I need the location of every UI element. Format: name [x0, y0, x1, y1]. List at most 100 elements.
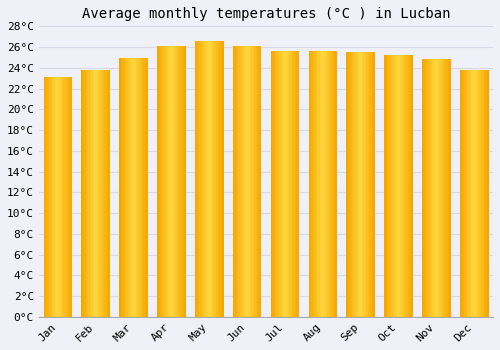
Bar [233, 46, 234, 317]
Bar [82, 70, 83, 317]
Bar [252, 46, 253, 317]
Bar [284, 51, 285, 317]
Bar [196, 41, 198, 317]
Bar [286, 51, 288, 317]
Bar [346, 52, 348, 317]
Bar [298, 51, 299, 317]
Bar [298, 51, 299, 317]
Bar [71, 77, 72, 317]
Bar [240, 46, 242, 317]
Bar [242, 46, 244, 317]
Bar [394, 55, 396, 317]
Bar [334, 51, 336, 317]
Bar [352, 52, 354, 317]
Bar [222, 41, 224, 317]
Bar [247, 46, 248, 317]
Bar [97, 70, 98, 317]
Bar [236, 46, 238, 317]
Bar [260, 46, 261, 317]
Bar [208, 41, 210, 317]
Bar [362, 52, 364, 317]
Bar [435, 60, 436, 317]
Bar [102, 70, 103, 317]
Bar [195, 41, 196, 317]
Bar [355, 52, 356, 317]
Bar [404, 55, 406, 317]
Bar [390, 55, 392, 317]
Bar [237, 46, 238, 317]
Bar [467, 70, 468, 317]
Bar [408, 55, 410, 317]
Bar [282, 51, 284, 317]
Bar [126, 58, 128, 317]
Bar [70, 77, 72, 317]
Bar [366, 52, 368, 317]
Bar [276, 51, 278, 317]
Bar [205, 41, 206, 317]
Bar [218, 41, 220, 317]
Bar [295, 51, 296, 317]
Bar [146, 58, 148, 317]
Bar [336, 51, 337, 317]
Bar [216, 41, 218, 317]
Bar [372, 52, 374, 317]
Bar [219, 41, 220, 317]
Bar [290, 51, 292, 317]
Bar [386, 55, 388, 317]
Bar [470, 70, 472, 317]
Bar [476, 70, 477, 317]
Bar [129, 58, 131, 317]
Bar [486, 70, 487, 317]
Bar [198, 41, 200, 317]
Bar [144, 58, 145, 317]
Bar [474, 70, 476, 317]
Bar [464, 70, 466, 317]
Bar [59, 77, 61, 317]
Title: Average monthly temperatures (°C ) in Lucban: Average monthly temperatures (°C ) in Lu… [82, 7, 450, 21]
Bar [387, 55, 388, 317]
Bar [136, 58, 138, 317]
Bar [422, 60, 424, 317]
Bar [90, 70, 92, 317]
Bar [364, 52, 365, 317]
Bar [202, 41, 203, 317]
Bar [52, 77, 54, 317]
Bar [463, 70, 464, 317]
Bar [86, 70, 87, 317]
Bar [180, 46, 182, 317]
Bar [56, 77, 58, 317]
Bar [370, 52, 372, 317]
Bar [369, 52, 370, 317]
Bar [135, 58, 136, 317]
Bar [128, 58, 130, 317]
Bar [134, 58, 135, 317]
Bar [327, 51, 328, 317]
Bar [320, 51, 322, 317]
Bar [162, 46, 163, 317]
Bar [233, 46, 234, 317]
Bar [426, 60, 428, 317]
Bar [446, 60, 448, 317]
Bar [322, 51, 323, 317]
Bar [308, 51, 310, 317]
Bar [212, 41, 214, 317]
Bar [349, 52, 351, 317]
Bar [69, 77, 70, 317]
Bar [374, 52, 375, 317]
Bar [215, 41, 216, 317]
Bar [60, 77, 62, 317]
Bar [244, 46, 246, 317]
Bar [350, 52, 352, 317]
Bar [402, 55, 403, 317]
Bar [322, 51, 324, 317]
Bar [482, 70, 484, 317]
Bar [429, 60, 431, 317]
Bar [177, 46, 178, 317]
Bar [248, 46, 250, 317]
Bar [330, 51, 332, 317]
Bar [365, 52, 366, 317]
Bar [272, 51, 274, 317]
Bar [462, 70, 463, 317]
Bar [250, 46, 252, 317]
Bar [410, 55, 412, 317]
